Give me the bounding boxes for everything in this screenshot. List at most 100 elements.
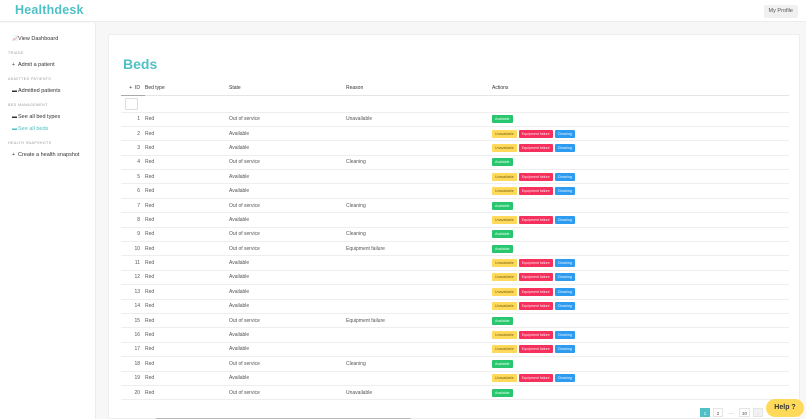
page-1-button[interactable]: 1 bbox=[700, 408, 710, 417]
bed-state: Available bbox=[229, 299, 346, 314]
sidebar-item-admit-patient[interactable]: + Admit a patient bbox=[12, 62, 55, 68]
mark-unavailable-button[interactable]: Unavailable bbox=[492, 331, 517, 340]
bed-type: Red bbox=[145, 342, 229, 358]
table-row: 1 Red Out of service Unavailable Available bbox=[121, 112, 789, 127]
mark-unavailable-button[interactable]: Unavailable bbox=[492, 302, 517, 311]
mark-cleaning-button[interactable]: Cleaning bbox=[554, 143, 575, 152]
table-row: 18 Red Out of service Cleaning Available bbox=[121, 356, 789, 372]
mark-cleaning-button[interactable]: Cleaning bbox=[554, 302, 575, 311]
sidebar-item-all-beds[interactable]: ▬See all beds bbox=[12, 126, 49, 132]
mark-equipment-failure-button[interactable]: Equipment failure bbox=[518, 259, 553, 268]
mark-available-button[interactable]: Available bbox=[492, 230, 513, 239]
sidebar-heading-bed-management: BED MANAGEMENT bbox=[8, 103, 48, 107]
mark-equipment-failure-button[interactable]: Equipment failure bbox=[518, 273, 553, 282]
sidebar-item-admitted-patients[interactable]: ▬Admitted patients bbox=[12, 88, 61, 94]
page-30-button[interactable]: 30 bbox=[739, 408, 751, 417]
mark-equipment-failure-button[interactable]: Equipment failure bbox=[518, 345, 553, 354]
my-profile-button[interactable]: My Profile bbox=[763, 5, 798, 18]
next-page-button[interactable]: › bbox=[753, 408, 764, 417]
bed-reason bbox=[346, 126, 492, 142]
table-row: 7 Red Out of service Cleaning Available bbox=[121, 198, 789, 214]
sidebar-item-view-dashboard[interactable]: 📈View Dashboard bbox=[12, 36, 59, 42]
help-button[interactable]: Help ? bbox=[766, 399, 804, 417]
bed-state: Out of service bbox=[229, 198, 346, 214]
sidebar-item-bed-types[interactable]: ▬See all bed types bbox=[12, 114, 61, 120]
row-actions: Unavailable Equipment failure Cleaning bbox=[492, 371, 789, 386]
mark-equipment-failure-button[interactable]: Equipment failure bbox=[518, 215, 553, 224]
mark-cleaning-button[interactable]: Cleaning bbox=[554, 259, 575, 268]
sidebar-heading-admitted: ADMITTED PATIENTS bbox=[8, 77, 52, 81]
mark-cleaning-button[interactable]: Cleaning bbox=[554, 129, 575, 138]
bed-id: 16 bbox=[121, 327, 145, 343]
sidebar: 📈View Dashboard TRIAGE + Admit a patient … bbox=[0, 23, 96, 419]
bed-id: 9 bbox=[121, 227, 145, 243]
mark-equipment-failure-button[interactable]: Equipment failure bbox=[518, 287, 553, 296]
mark-cleaning-button[interactable]: Cleaning bbox=[554, 215, 575, 224]
page-2-button[interactable]: 2 bbox=[713, 408, 723, 417]
mark-equipment-failure-button[interactable]: Equipment failure bbox=[518, 187, 553, 196]
mark-unavailable-button[interactable]: Unavailable bbox=[492, 129, 517, 138]
mark-unavailable-button[interactable]: Unavailable bbox=[492, 215, 517, 224]
mark-cleaning-button[interactable]: Cleaning bbox=[554, 187, 575, 196]
bed-reason bbox=[346, 299, 492, 314]
mark-unavailable-button[interactable]: Unavailable bbox=[492, 259, 517, 268]
mark-available-button[interactable]: Available bbox=[492, 244, 513, 253]
mark-equipment-failure-button[interactable]: Equipment failure bbox=[518, 374, 553, 383]
mark-equipment-failure-button[interactable]: Equipment failure bbox=[518, 129, 553, 138]
mark-available-button[interactable]: Available bbox=[492, 388, 513, 397]
bed-reason bbox=[346, 270, 492, 286]
column-header-id[interactable]: + ID bbox=[121, 81, 145, 96]
row-actions: Available bbox=[492, 356, 789, 372]
bed-type: Red bbox=[145, 371, 229, 386]
mark-unavailable-button[interactable]: Unavailable bbox=[492, 374, 517, 383]
id-filter-input[interactable] bbox=[125, 97, 138, 110]
mark-unavailable-button[interactable]: Unavailable bbox=[492, 287, 517, 296]
mark-equipment-failure-button[interactable]: Equipment failure bbox=[518, 331, 553, 340]
bed-reason bbox=[346, 371, 492, 386]
mark-cleaning-button[interactable]: Cleaning bbox=[554, 331, 575, 340]
column-header-reason[interactable]: Reason bbox=[346, 81, 492, 96]
column-header-state[interactable]: State bbox=[229, 81, 346, 96]
table-row: 5 Red Available Unavailable Equipment failur… bbox=[121, 169, 789, 185]
mark-unavailable-button[interactable]: Unavailable bbox=[492, 172, 517, 181]
mark-available-button[interactable]: Available bbox=[492, 115, 513, 124]
row-actions: Unavailable Equipment failure Cleaning bbox=[492, 169, 789, 185]
bed-state: Available bbox=[229, 183, 346, 199]
bed-id: 20 bbox=[121, 385, 145, 401]
bed-type: Red bbox=[145, 198, 229, 214]
mark-cleaning-button[interactable]: Cleaning bbox=[554, 287, 575, 296]
page-ellipsis: ... bbox=[729, 410, 733, 415]
bed-type: Red bbox=[145, 155, 229, 171]
bed-reason bbox=[346, 183, 492, 199]
mark-unavailable-button[interactable]: Unavailable bbox=[492, 345, 517, 354]
mark-cleaning-button[interactable]: Cleaning bbox=[554, 345, 575, 354]
column-header-bed-type[interactable]: Bed type bbox=[145, 81, 229, 96]
mark-available-button[interactable]: Available bbox=[492, 359, 513, 368]
brand-logo[interactable]: Healthdesk bbox=[15, 3, 84, 17]
mark-equipment-failure-button[interactable]: Equipment failure bbox=[518, 143, 553, 152]
mark-unavailable-button[interactable]: Unavailable bbox=[492, 143, 517, 152]
mark-cleaning-button[interactable]: Cleaning bbox=[554, 172, 575, 181]
mark-equipment-failure-button[interactable]: Equipment failure bbox=[518, 302, 553, 311]
mark-available-button[interactable]: Available bbox=[492, 158, 513, 167]
mark-available-button[interactable]: Available bbox=[492, 201, 513, 210]
mark-cleaning-button[interactable]: Cleaning bbox=[554, 273, 575, 282]
bed-id: 10 bbox=[121, 241, 145, 257]
mark-unavailable-button[interactable]: Unavailable bbox=[492, 187, 517, 196]
bed-id: 15 bbox=[121, 313, 145, 329]
sidebar-item-create-snapshot[interactable]: + Create a health snapshot bbox=[12, 152, 80, 158]
bed-id: 11 bbox=[121, 255, 145, 271]
bed-reason bbox=[346, 284, 492, 300]
row-actions: Unavailable Equipment failure Cleaning bbox=[492, 299, 789, 314]
table-row: 6 Red Available Unavailable Equipment failur… bbox=[121, 183, 789, 199]
bed-state: Available bbox=[229, 342, 346, 358]
mark-available-button[interactable]: Available bbox=[492, 316, 513, 325]
bed-type: Red bbox=[145, 183, 229, 199]
mark-equipment-failure-button[interactable]: Equipment failure bbox=[518, 172, 553, 181]
row-actions: Available bbox=[492, 198, 789, 214]
table-row: 19 Red Available Unavailable Equipment failu… bbox=[121, 371, 789, 386]
beds-card: Beds + ID Bed type State Reason Actions … bbox=[108, 34, 800, 419]
mark-cleaning-button[interactable]: Cleaning bbox=[554, 374, 575, 383]
bed-state: Out of service bbox=[229, 227, 346, 243]
mark-unavailable-button[interactable]: Unavailable bbox=[492, 273, 517, 282]
